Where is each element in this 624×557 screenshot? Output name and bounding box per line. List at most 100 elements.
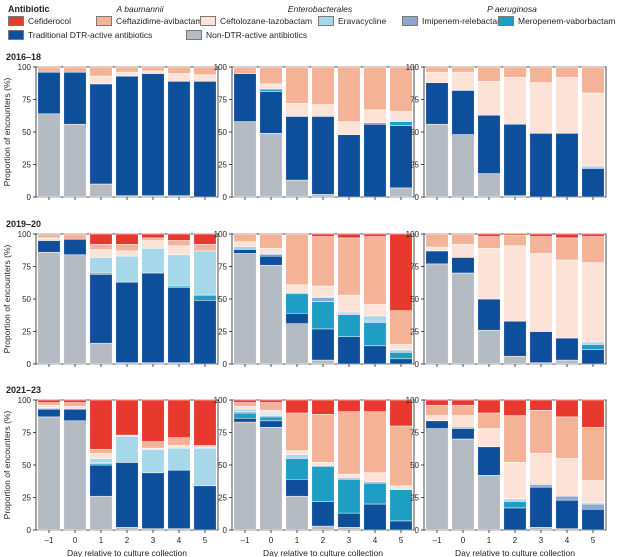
bar-segment bbox=[581, 427, 605, 481]
bar-segment bbox=[451, 66, 475, 73]
bar-segment bbox=[259, 427, 283, 531]
y-tick-label: 0 bbox=[27, 526, 32, 535]
bar-segment bbox=[581, 262, 605, 343]
bar-segment bbox=[389, 110, 413, 121]
y-tick-label: 50 bbox=[410, 295, 419, 304]
x-tick-label: –1 bbox=[433, 536, 442, 545]
bar-segment bbox=[425, 263, 449, 365]
bar-segment bbox=[529, 484, 553, 488]
bar-segment bbox=[89, 233, 113, 245]
bar-segment bbox=[555, 77, 579, 134]
legend-item-cefiderocol: Cefiderocol bbox=[8, 16, 71, 26]
bar-segment bbox=[581, 233, 605, 237]
bar-segment bbox=[285, 454, 309, 458]
bar-segment bbox=[167, 437, 191, 446]
bar-segment bbox=[115, 244, 139, 252]
bar-segment bbox=[311, 233, 335, 237]
bar-segment bbox=[581, 349, 605, 365]
bar-segment bbox=[529, 236, 553, 254]
bar-segment bbox=[503, 235, 527, 246]
bar-segment bbox=[529, 253, 553, 332]
y-tick-label: 25 bbox=[410, 494, 419, 503]
bar-segment bbox=[37, 404, 61, 409]
y-tick-label: 0 bbox=[223, 526, 228, 535]
bar-segment bbox=[581, 236, 605, 263]
bar-segment bbox=[363, 66, 387, 111]
bar-segment bbox=[337, 66, 361, 122]
y-tick-label: 75 bbox=[22, 96, 31, 105]
bar-segment bbox=[233, 233, 257, 243]
legend-swatch bbox=[498, 16, 514, 26]
bar-segment bbox=[555, 233, 579, 239]
bar-segment bbox=[167, 447, 191, 471]
bar-segment bbox=[259, 416, 283, 422]
bar-segment bbox=[311, 301, 335, 330]
x-tick-label: 5 bbox=[591, 536, 596, 545]
bar-segment bbox=[115, 436, 139, 463]
bar-segment bbox=[425, 399, 449, 406]
bar-segment bbox=[259, 420, 283, 428]
period-title-2021-23: 2021–23 bbox=[6, 385, 42, 395]
bar-segment bbox=[259, 88, 283, 92]
bar-segment bbox=[141, 441, 165, 449]
bar-segment bbox=[89, 342, 113, 365]
legend-label: Traditional DTR-active antibiotics bbox=[28, 30, 153, 40]
bar-segment bbox=[425, 246, 449, 252]
bar-segment bbox=[141, 240, 165, 249]
bar-segment bbox=[63, 123, 87, 198]
bar-segment bbox=[477, 173, 501, 198]
bar-segment bbox=[529, 66, 553, 83]
bar-segment bbox=[363, 315, 387, 322]
bar-segment bbox=[337, 121, 361, 135]
bar-segment bbox=[555, 458, 579, 497]
bar-segment bbox=[425, 250, 449, 265]
bar-segment bbox=[115, 71, 139, 77]
x-tick-label: 2 bbox=[321, 536, 326, 545]
y-tick-label: 75 bbox=[22, 263, 31, 272]
x-tick-label: 4 bbox=[373, 536, 378, 545]
legend-item-imipenem-relebactam: Imipenem-relebactam bbox=[402, 16, 504, 26]
bar-segment bbox=[581, 92, 605, 167]
y-tick-label: 100 bbox=[406, 230, 420, 239]
bar-segment bbox=[37, 408, 61, 418]
bar-segment bbox=[311, 466, 335, 502]
bar-segment bbox=[63, 71, 87, 125]
column-title-p-aeruginosa: P aeruginosa bbox=[487, 4, 537, 14]
bar-segment bbox=[193, 485, 217, 531]
bar-segment bbox=[89, 244, 113, 250]
bar-segment bbox=[233, 408, 257, 412]
bar-segment bbox=[337, 336, 361, 365]
bar-segment bbox=[141, 70, 165, 74]
bar-segment bbox=[259, 66, 283, 85]
bar-segment bbox=[529, 331, 553, 363]
legend-swatch bbox=[402, 16, 418, 26]
y-tick-label: 25 bbox=[22, 328, 31, 337]
bar-segment bbox=[311, 399, 335, 415]
bar-segment bbox=[193, 244, 217, 252]
bar-segment bbox=[193, 300, 217, 365]
bar-segment bbox=[167, 73, 191, 82]
bar-segment bbox=[311, 236, 335, 287]
bar-segment bbox=[89, 257, 113, 274]
x-tick-label: 0 bbox=[461, 536, 466, 545]
bar-segment bbox=[167, 254, 191, 287]
bar-segment bbox=[337, 314, 361, 337]
bar-segment bbox=[581, 480, 605, 503]
bar-segment bbox=[337, 399, 361, 412]
legend-label: Ceftazidime-avibactam bbox=[116, 16, 203, 26]
legend-item-non-dtr-active-antibiotics: Non-DTR-active antibiotics bbox=[186, 30, 307, 40]
bar-segment bbox=[477, 248, 501, 300]
bar-segment bbox=[285, 450, 309, 455]
bar-segment bbox=[389, 233, 413, 311]
bar-segment bbox=[37, 66, 61, 73]
bar-segment bbox=[529, 233, 553, 237]
bar-segment bbox=[451, 134, 475, 198]
bar-segment bbox=[529, 133, 553, 198]
bar-segment bbox=[477, 446, 501, 476]
bar-segment bbox=[363, 411, 387, 474]
legend-label: Non-DTR-active antibiotics bbox=[206, 30, 308, 40]
y-tick-label: 0 bbox=[415, 193, 420, 202]
bar-segment bbox=[363, 472, 387, 483]
y-tick-label: 25 bbox=[410, 161, 419, 170]
legend-item-eravacycline: Eravacycline bbox=[318, 16, 386, 26]
